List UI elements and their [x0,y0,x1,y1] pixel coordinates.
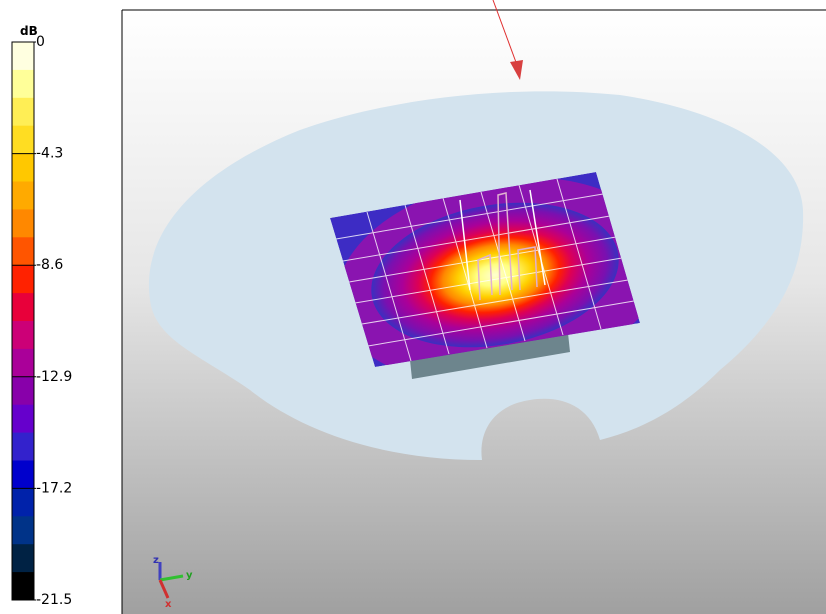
arrow-head [510,60,523,80]
device-box [410,333,570,379]
colorbar-band [12,404,34,434]
colorbar-tick-label: 0 [36,34,45,50]
colorbar-band [12,488,34,517]
colorbar-band [12,348,34,378]
colorbar-band [12,237,34,266]
colorbar-tick-label: -21.5 [36,592,72,608]
colorbar-band [12,376,34,406]
colorbar-tick-label: -4.3 [36,146,63,162]
colorbar-band [12,153,34,182]
colorbar-band [12,293,34,322]
colorbar-tick-label: -17.2 [36,480,72,496]
colorbar-tick-label: -8.6 [36,257,63,273]
axis-x-label: x [165,599,172,610]
axis-y [159,574,184,582]
axis-y-label: y [186,570,193,581]
colorbar-band [12,432,34,461]
axis-z-label: z [153,555,159,566]
colorbar-band [12,516,34,545]
axis-x [158,579,170,599]
colorbar [11,41,35,601]
colorbar-band [12,209,34,238]
source-arrow [492,0,518,66]
colorbar-band [12,97,34,127]
colorbar-band [12,460,34,489]
colorbar-band [12,572,34,601]
colorbar-band [12,125,34,155]
antenna [459,189,546,301]
colorbar-band [12,181,34,210]
colorbar-band [12,69,34,99]
colorbar-tick-label: -12.9 [36,369,72,385]
colorbar-band [12,321,34,350]
colorbar-band [12,265,34,294]
colorbar-unit: dB [20,24,38,38]
colorbar-band [12,544,34,573]
colorbar-ticks: 0 -4.3 -8.6 -12.9 -17.2 -21.5 [12,34,72,608]
colorbar-band [12,42,34,71]
